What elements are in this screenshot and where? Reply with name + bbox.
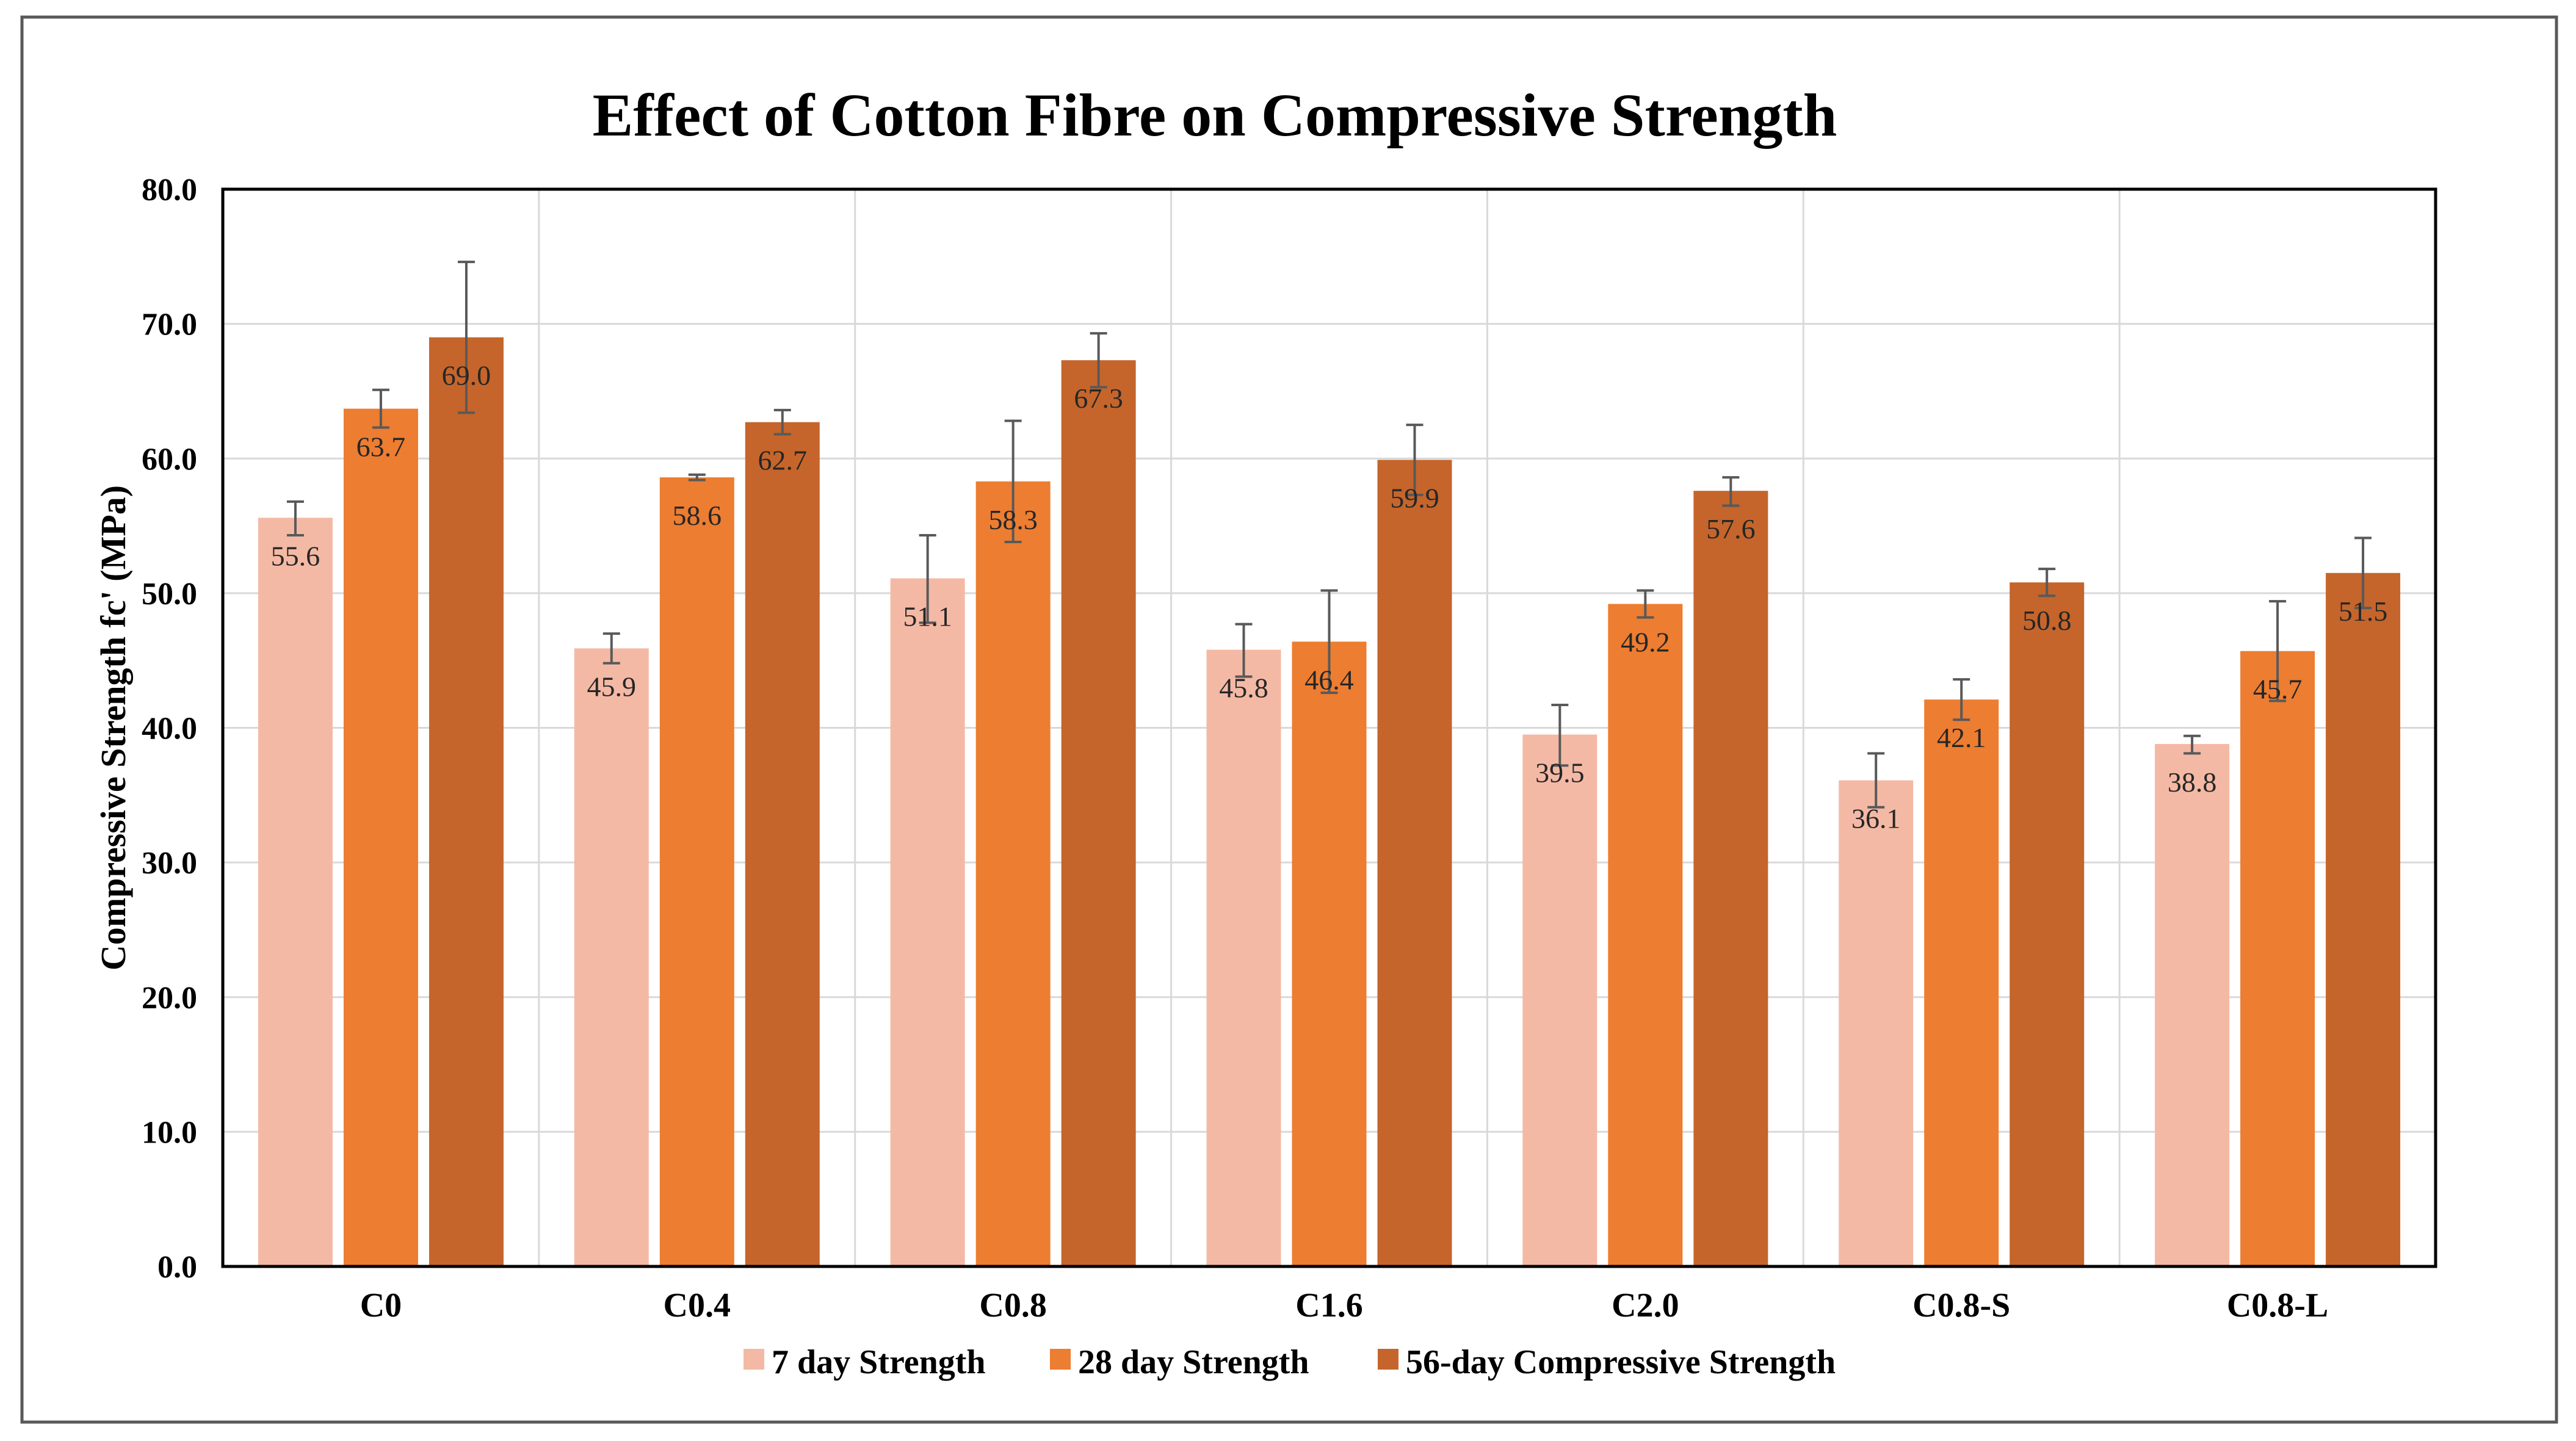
bar [890, 578, 965, 1267]
chart-title: Effect of Cotton Fibre on Compressive St… [593, 81, 1837, 149]
bar [659, 477, 734, 1267]
data-label: 59.9 [1390, 482, 1439, 513]
y-tick-label: 60.0 [142, 442, 197, 477]
data-label: 58.3 [988, 504, 1038, 535]
bar [1377, 460, 1452, 1266]
data-label: 62.7 [758, 445, 808, 476]
data-label: 69.0 [442, 360, 491, 391]
bar [429, 337, 504, 1266]
legend-swatch [743, 1349, 764, 1370]
y-axis: 0.0 10.0 20.0 30.0 40.0 50.0 60.0 70.0 80.0 [142, 173, 197, 1285]
bar [2326, 572, 2401, 1266]
data-label: 42.1 [1937, 722, 1986, 753]
x-axis: C0 C0.4 C0.8 C1.6 C2.0 C0.8-S C0.8-L [360, 1287, 2329, 1324]
bar [1924, 699, 1999, 1266]
legend-label: 7 day Strength [772, 1343, 986, 1381]
x-tick-label: C1.6 [1295, 1287, 1362, 1324]
bar [2240, 651, 2315, 1266]
bar [975, 481, 1051, 1266]
y-tick-label: 50.0 [142, 577, 197, 612]
x-tick-label: C0.4 [664, 1287, 731, 1324]
data-label: 45.8 [1219, 673, 1268, 704]
bar [574, 648, 649, 1266]
y-tick-label: 20.0 [142, 981, 197, 1016]
bars [258, 337, 2401, 1267]
x-tick-label: C0.8 [979, 1287, 1046, 1324]
x-tick-label: C0 [360, 1287, 402, 1324]
legend-swatch [1050, 1349, 1071, 1370]
y-tick-label: 80.0 [142, 173, 197, 208]
bar [1693, 491, 1768, 1267]
bar [1608, 604, 1683, 1266]
bar [1206, 649, 1281, 1266]
data-label: 39.5 [1535, 757, 1585, 789]
bar [745, 422, 820, 1266]
x-tick-label: C0.8-S [1912, 1287, 2010, 1324]
legend: 7 day Strength 28 day Strength 56-day Comp… [743, 1343, 1836, 1381]
data-label: 46.4 [1304, 664, 1354, 695]
data-label: 38.8 [2168, 767, 2217, 798]
bar [1839, 780, 1914, 1266]
x-tick-label: C0.8-L [2227, 1287, 2328, 1324]
bar [2010, 582, 2085, 1266]
data-label: 51.1 [903, 601, 952, 632]
bar [343, 408, 418, 1266]
bar [258, 518, 333, 1267]
data-label: 67.3 [1074, 383, 1123, 414]
data-label: 63.7 [356, 432, 406, 463]
bar [1292, 641, 1367, 1266]
bar [1522, 734, 1597, 1266]
y-axis-title: Compressive Strength fc' (MPa) [93, 485, 133, 970]
legend-label: 28 day Strength [1078, 1343, 1309, 1381]
data-label: 45.9 [587, 671, 637, 702]
data-label: 58.6 [673, 500, 722, 531]
bar [1061, 360, 1136, 1266]
legend-swatch [1378, 1349, 1398, 1370]
error-bars [286, 261, 2372, 809]
x-tick-label: C2.0 [1612, 1287, 1679, 1324]
plot-frame [221, 187, 2437, 1268]
data-label: 49.2 [1621, 627, 1670, 658]
bar [2155, 743, 2230, 1266]
data-label: 45.7 [2253, 674, 2303, 705]
y-tick-label: 0.0 [157, 1250, 197, 1285]
data-label: 55.6 [271, 540, 320, 571]
y-tick-label: 70.0 [142, 308, 197, 342]
data-label: 50.8 [2022, 605, 2072, 636]
legend-label: 56-day Compressive Strength [1406, 1343, 1836, 1381]
data-label: 36.1 [1851, 803, 1901, 834]
y-tick-label: 30.0 [142, 846, 197, 881]
y-tick-label: 40.0 [142, 712, 197, 746]
data-label: 57.6 [1706, 513, 1756, 544]
data-labels: 55.6 63.7 69.0 45.9 58.6 62.7 51.1 58.3 67.3 45.8… [271, 360, 2388, 834]
data-label: 51.5 [2339, 596, 2388, 627]
y-tick-label: 10.0 [142, 1115, 197, 1150]
